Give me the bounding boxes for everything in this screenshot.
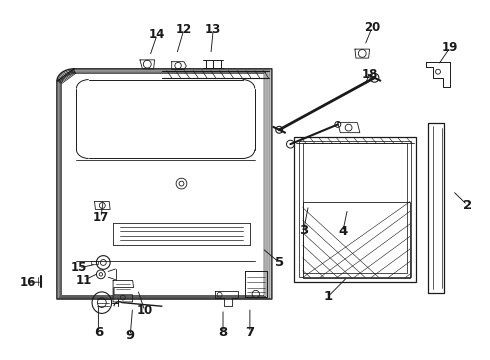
Text: 11: 11: [75, 274, 92, 287]
Text: 9: 9: [125, 329, 135, 342]
Text: 6: 6: [94, 326, 103, 339]
Bar: [299, 140, 411, 277]
Text: 5: 5: [274, 256, 284, 269]
Text: 12: 12: [176, 23, 192, 36]
Text: 10: 10: [137, 305, 153, 318]
Text: 2: 2: [463, 199, 472, 212]
Bar: [294, 137, 416, 282]
Text: 13: 13: [205, 23, 221, 36]
Text: 8: 8: [219, 326, 228, 339]
Bar: [303, 202, 410, 278]
Text: 17: 17: [93, 211, 109, 224]
Bar: [303, 143, 407, 273]
Text: 4: 4: [338, 225, 347, 238]
Text: 15: 15: [71, 261, 87, 274]
Text: 14: 14: [149, 28, 165, 41]
Text: 18: 18: [362, 68, 378, 81]
Text: 16: 16: [20, 276, 36, 289]
Text: 1: 1: [323, 290, 333, 303]
Text: 19: 19: [442, 41, 459, 54]
Text: 3: 3: [299, 224, 308, 237]
Text: 7: 7: [245, 326, 254, 339]
Text: 20: 20: [364, 21, 380, 34]
